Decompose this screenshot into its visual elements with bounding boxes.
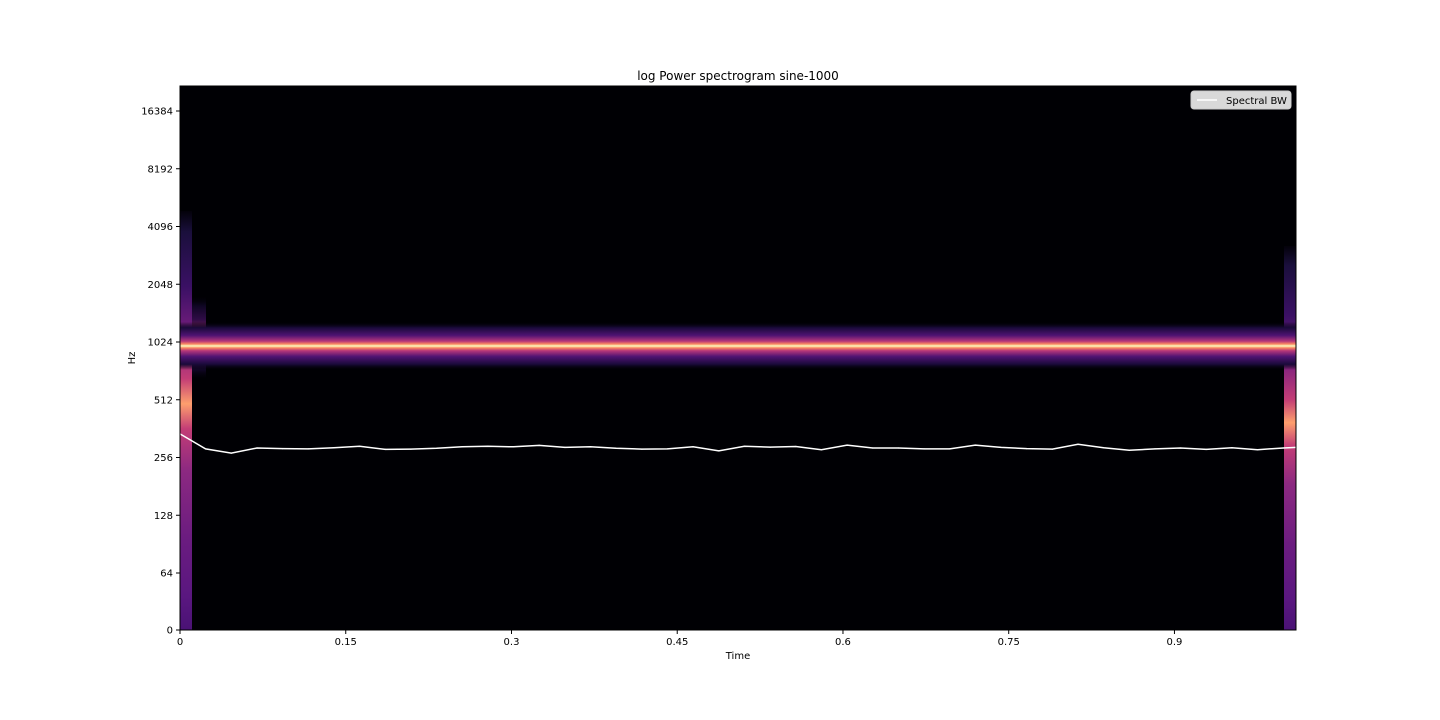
series-point — [923, 448, 925, 450]
y-axis: 0 64 128 256 512 1024 2048 4096 8192 16384 — [141, 107, 180, 637]
x-tick-label: 0.45 — [666, 637, 688, 648]
series-point — [897, 447, 900, 449]
series-point — [589, 446, 592, 448]
series-point — [1077, 443, 1079, 445]
plot-area — [179, 85, 1297, 631]
series-point — [230, 452, 232, 454]
series-point — [1051, 448, 1053, 450]
heat-edge-left — [180, 211, 192, 630]
x-tick-label: 0.15 — [335, 637, 357, 648]
legend-entry-spectral-bw: Spectral BW — [1226, 96, 1287, 107]
series-point — [1282, 447, 1284, 449]
y-tick-label: 8192 — [148, 164, 173, 175]
series-point — [1154, 448, 1156, 450]
y-tick-label: 256 — [154, 453, 173, 464]
x-tick-label: 0.3 — [504, 637, 520, 648]
series-point — [359, 445, 361, 447]
plot-frame — [179, 85, 1297, 631]
x-tick-label: 0.6 — [835, 637, 851, 648]
x-tick-label: 0.75 — [998, 637, 1020, 648]
series-point — [461, 446, 463, 448]
series-point — [487, 445, 489, 447]
series-point — [718, 450, 720, 452]
heat-tone-band — [180, 321, 1296, 370]
series-point — [205, 448, 207, 450]
series-point — [1256, 449, 1259, 451]
series-point — [1000, 446, 1002, 448]
y-axis-label: Hz — [127, 352, 138, 365]
series-point — [256, 447, 258, 449]
series-point — [949, 448, 951, 450]
series-point — [1231, 447, 1233, 449]
series-point — [1128, 449, 1130, 451]
series-point — [282, 448, 284, 450]
series-point — [513, 446, 515, 448]
series-point — [410, 448, 412, 450]
series-point — [333, 447, 335, 449]
series-point — [384, 448, 386, 450]
y-tick-label: 2048 — [148, 280, 173, 291]
chart-title: log Power spectrogram sine-1000 — [637, 69, 839, 83]
series-point — [795, 445, 797, 448]
y-tick-label: 16384 — [141, 107, 173, 118]
series-point — [564, 446, 566, 448]
series-point — [846, 444, 848, 446]
series-point — [692, 446, 694, 448]
series-point — [615, 447, 617, 449]
series-point — [436, 447, 438, 449]
x-axis: 0 0.15 0.3 0.45 0.6 0.75 0.9 — [177, 630, 1183, 648]
series-point — [307, 448, 309, 450]
x-tick-label: 0 — [177, 637, 183, 648]
series-point — [872, 447, 874, 449]
series-point — [769, 446, 771, 448]
legend: Spectral BW — [1190, 90, 1292, 110]
y-tick-label: 128 — [154, 511, 173, 522]
spectrogram-heatmap — [180, 211, 1296, 630]
series-point — [538, 444, 540, 446]
series-point — [1205, 448, 1207, 450]
series-point — [820, 449, 823, 451]
y-tick-label: 512 — [154, 395, 173, 406]
x-tick-label: 0.9 — [1167, 637, 1183, 648]
y-tick-label: 4096 — [148, 222, 173, 233]
series-point — [666, 448, 669, 450]
series-point — [1026, 448, 1028, 450]
y-tick-label: 0 — [167, 626, 173, 637]
heat-edge-right — [1284, 246, 1296, 630]
series-point — [1103, 447, 1105, 449]
y-tick-label: 1024 — [148, 338, 173, 349]
y-tick-label: 64 — [160, 569, 173, 580]
legend-box — [1190, 90, 1292, 110]
series-point — [974, 444, 976, 446]
x-axis-label: Time — [725, 651, 750, 662]
series-point — [743, 445, 746, 447]
series-point — [1180, 447, 1182, 449]
series-point — [641, 448, 643, 450]
